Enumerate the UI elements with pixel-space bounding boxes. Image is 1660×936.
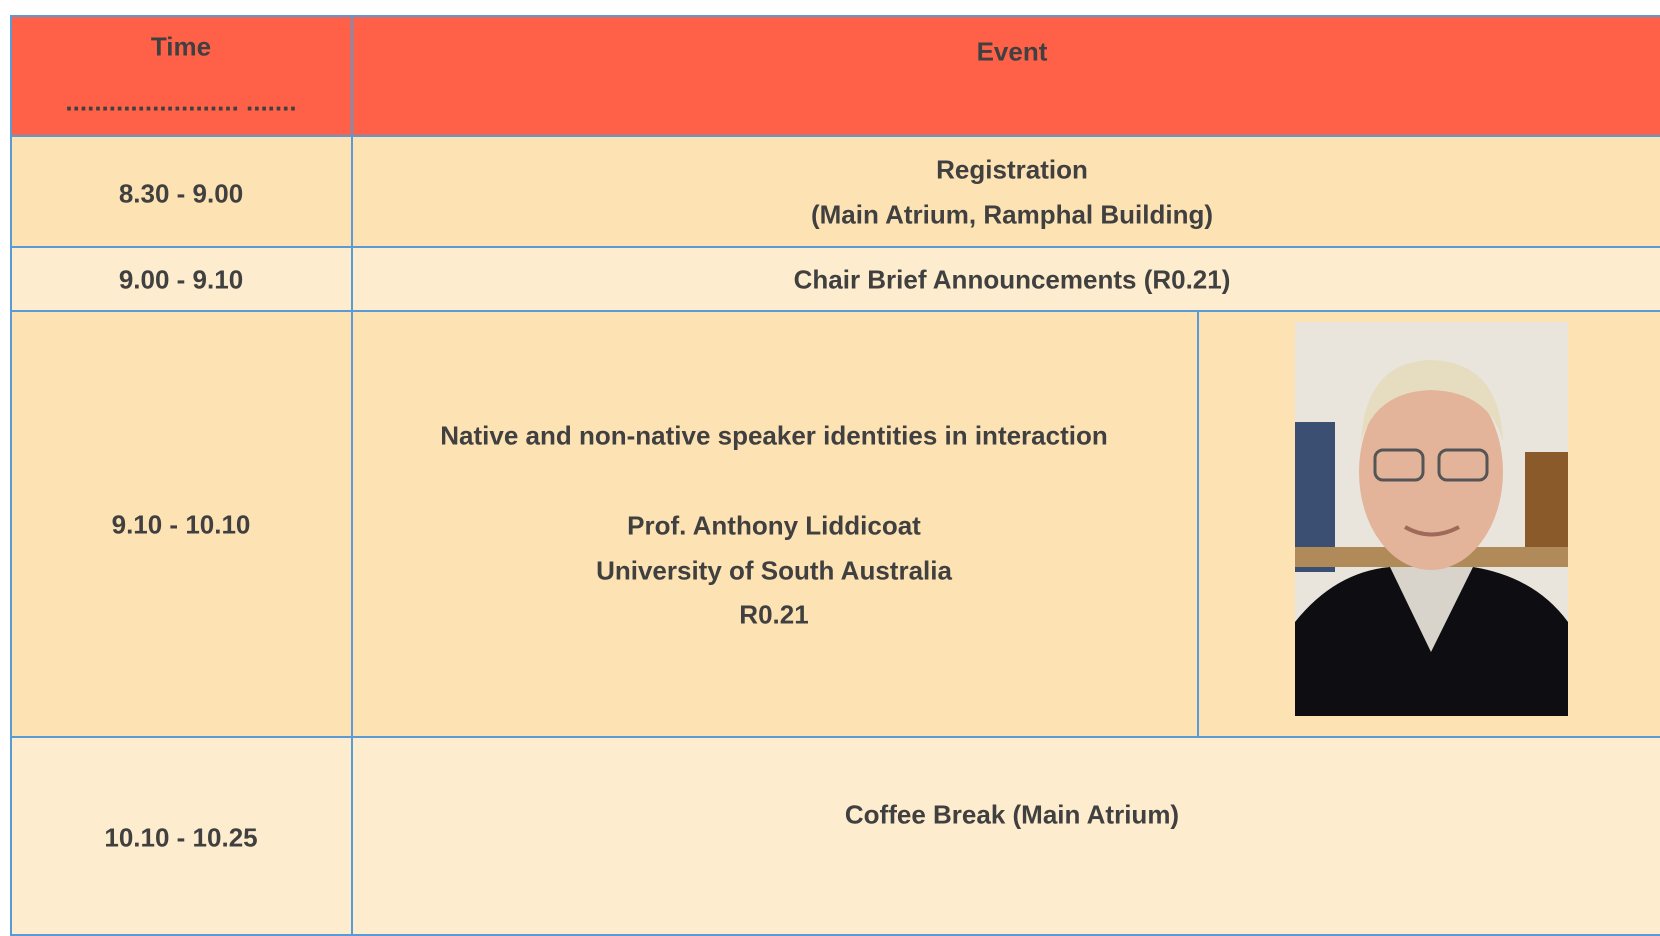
header-time-cell: [10, 15, 353, 137]
speaker-affiliation: University of South Australia: [596, 555, 952, 586]
talk-title: Native and non-native speaker identities…: [440, 420, 1108, 451]
time: 8.30 - 9.00: [118, 178, 244, 209]
speaker-photo: [1295, 322, 1568, 716]
time: 9.00 - 9.10: [118, 264, 244, 295]
event-cell: [351, 135, 1660, 248]
header-time: Time: [150, 31, 212, 62]
event-room: R0.21: [739, 599, 809, 630]
time-cell: [10, 310, 353, 738]
event-location: (Main Atrium, Ramphal Building): [810, 199, 1214, 230]
speaker-name: Prof. Anthony Liddicoat: [627, 510, 921, 541]
event-title: Coffee Break (Main Atrium): [844, 799, 1180, 830]
header-event-cell: [351, 15, 1660, 137]
time: 10.10 - 10.25: [104, 822, 258, 853]
event-title: Registration: [936, 154, 1088, 185]
header-event: Event: [976, 36, 1048, 67]
header-time-dots: ........................ .......: [65, 86, 297, 117]
event-title: Chair Brief Announcements (R0.21): [793, 264, 1231, 295]
event-cell: [351, 310, 1199, 738]
time-cell: [10, 135, 353, 248]
event-cell: [351, 736, 1660, 936]
time: 9.10 - 10.10: [111, 509, 251, 540]
